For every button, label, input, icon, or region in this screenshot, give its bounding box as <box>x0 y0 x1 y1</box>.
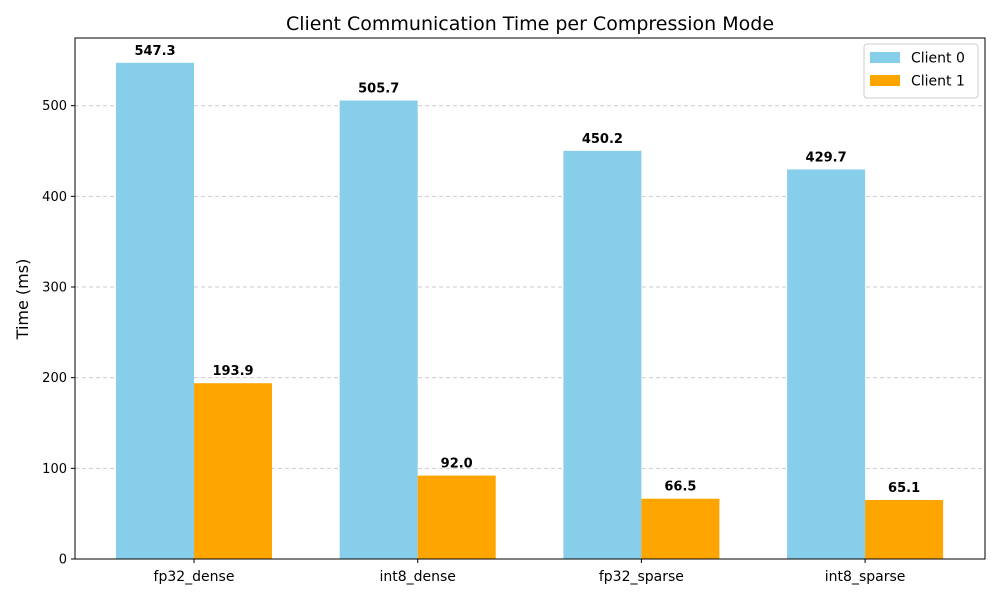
legend-label: Client 0 <box>911 51 965 67</box>
y-tick-label: 300 <box>42 281 67 296</box>
data-label: 505.7 <box>358 82 399 97</box>
y-axis-ticks: 0 100 200 300 400 500 <box>42 99 75 568</box>
data-label: 65.1 <box>888 481 920 496</box>
y-tick-label: 400 <box>42 190 67 205</box>
data-label: 66.5 <box>664 480 696 495</box>
x-axis-ticks: fp32_dense int8_dense fp32_sparse int8_spar… <box>154 559 906 585</box>
bar-client-1-int8_dense <box>417 475 496 559</box>
x-tick-label: fp32_sparse <box>599 569 684 585</box>
y-tick-label: 200 <box>42 371 67 386</box>
bar-client-0-fp32_sparse <box>563 150 642 559</box>
y-tick-label: 0 <box>59 553 67 568</box>
data-labels: 547.3 193.9 505.7 92.0 450.2 66.5 429.7 65.1 <box>134 44 920 496</box>
bar-client-1-fp32_dense <box>194 383 272 559</box>
x-tick-label: int8_dense <box>379 569 455 585</box>
bar-client-1-fp32_sparse <box>641 498 720 559</box>
legend: Client 0 Client 1 <box>863 43 979 99</box>
bar-client-1-int8_sparse <box>865 499 944 559</box>
bar-client-0-int8_sparse <box>787 169 866 559</box>
y-axis-label: Time (ms) <box>13 259 32 341</box>
bars <box>116 62 944 560</box>
bar-client-0-fp32_dense <box>116 62 194 560</box>
legend-swatch <box>870 75 900 86</box>
data-label: 450.2 <box>582 132 623 147</box>
data-label: 429.7 <box>806 150 847 165</box>
data-label: 92.0 <box>441 457 473 472</box>
data-label: 193.9 <box>212 364 253 379</box>
legend-swatch <box>870 52 900 63</box>
x-tick-label: fp32_dense <box>154 569 235 585</box>
bar-client-0-int8_dense <box>339 100 418 559</box>
x-tick-label: int8_sparse <box>825 569 906 585</box>
legend-label: Client 1 <box>911 74 965 90</box>
plot-frame <box>74 37 986 560</box>
chart-title: Client Communication Time per Compressio… <box>286 13 774 35</box>
y-tick-label: 100 <box>42 462 67 477</box>
y-tick-label: 500 <box>42 99 67 114</box>
data-label: 547.3 <box>134 44 175 59</box>
